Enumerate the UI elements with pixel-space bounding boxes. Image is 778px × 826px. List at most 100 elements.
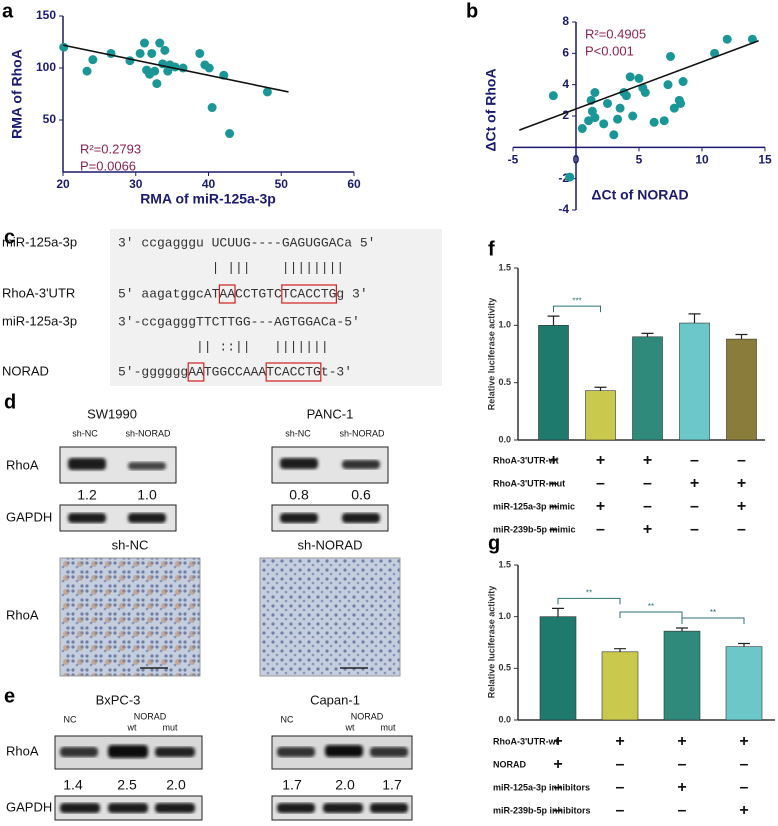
significance-label: **: [586, 589, 592, 598]
site-box: [281, 284, 337, 304]
point: [204, 63, 214, 73]
ratio: 1.0: [137, 487, 157, 503]
point: [59, 42, 69, 52]
significance-bracket: [557, 597, 621, 605]
point: [106, 48, 116, 58]
site-box: [265, 362, 322, 382]
seq-label: miR-125a-3p: [2, 313, 77, 328]
bar: [725, 646, 763, 721]
annotation: P=0.0066: [80, 158, 136, 173]
point: [139, 38, 149, 48]
error-bar: [641, 332, 654, 337]
condition-mark: +: [677, 779, 686, 796]
x-tick-label: 40: [202, 177, 216, 191]
lane-label: sh-NORAD: [339, 428, 385, 438]
panel-label: b: [466, 0, 478, 22]
condition-mark: +: [553, 733, 562, 750]
condition-mark: –: [690, 498, 699, 515]
point: [603, 98, 612, 108]
point: [628, 111, 638, 121]
condition-mark: +: [615, 733, 624, 750]
condition-mark: –: [737, 452, 746, 469]
blot: [54, 735, 413, 821]
condition-label: miR-125a-3p mimic: [493, 501, 575, 511]
y-axis-label: Relative luciferase activity: [486, 298, 496, 411]
sequence-box: [110, 229, 442, 386]
row-label: RhoA: [6, 457, 39, 472]
y-tick-label: 100: [36, 60, 56, 74]
significance-bracket: [681, 617, 745, 625]
y-tick-label: 0.5: [498, 663, 511, 673]
site-box: [218, 284, 236, 304]
panel-label: a: [2, 0, 14, 22]
error-bar: [547, 315, 560, 326]
bar: [539, 616, 577, 721]
condition-mark: +: [643, 521, 652, 538]
point: [669, 103, 679, 113]
bar: [679, 322, 710, 441]
error-bar: [688, 313, 701, 324]
condition-mark: +: [739, 733, 748, 750]
condition-label: RhoA-3'UTR-wt: [493, 455, 559, 465]
error-bar: [552, 607, 564, 617]
lane-label: mut: [380, 722, 396, 732]
y-axis-label: Relative luciferase activity: [486, 586, 496, 699]
y-tick-label: 2: [562, 108, 569, 122]
y-tick-label: 1.0: [498, 611, 511, 621]
ratio: 1.7: [282, 777, 302, 793]
x-tick-label: 10: [695, 153, 709, 167]
condition-mark: +: [553, 756, 562, 773]
y-tick-label: 150: [36, 8, 56, 22]
condition-mark: –: [616, 779, 625, 796]
column-label: sh-NORAD: [297, 537, 362, 552]
point: [262, 87, 272, 97]
ratio: 1.4: [63, 777, 83, 793]
point: [640, 88, 650, 97]
condition-mark: –: [554, 802, 563, 819]
condition-mark: –: [549, 475, 558, 492]
ratio: 1.7: [382, 777, 402, 793]
y-tick-label: -2: [558, 171, 569, 185]
point: [613, 114, 623, 124]
seq-label: NORAD: [2, 363, 49, 378]
condition-label: miR-239b-5p inhibitors: [493, 805, 591, 815]
significance-label: **: [648, 602, 654, 611]
y-tick-label: -4: [558, 202, 569, 216]
condition-label: RhoA-3'UTR-mut: [493, 478, 565, 488]
point: [88, 55, 98, 65]
point: [160, 45, 170, 55]
ratio: 0.8: [289, 487, 309, 503]
error-bar: [738, 642, 750, 647]
condition-mark: +: [677, 733, 686, 750]
error-bar: [614, 648, 626, 652]
ihc-image: [59, 557, 201, 677]
y-tick-label: 1.0: [498, 320, 511, 330]
condition-mark: –: [740, 779, 749, 796]
point: [135, 48, 145, 58]
lane-label: NC: [281, 714, 294, 724]
point: [599, 119, 609, 129]
point: [659, 116, 669, 126]
condition-mark: –: [549, 498, 558, 515]
cell-line: SW1990: [87, 406, 137, 421]
point: [666, 51, 675, 61]
significance-bracket: [553, 305, 601, 313]
site-box: [187, 362, 205, 382]
condition-mark: –: [690, 452, 699, 469]
condition-mark: +: [737, 498, 746, 515]
y-tick-label: 50: [43, 112, 57, 126]
x-tick-label: 30: [129, 177, 143, 191]
panel-label: e: [4, 685, 15, 707]
ratio: 2.0: [166, 777, 186, 793]
seq-label: RhoA-3'UTR: [2, 285, 75, 300]
y-axis-label: ΔCt of RhoA: [483, 68, 499, 151]
x-axis-label: RMA of miR-125a-3p: [140, 191, 276, 207]
error-bar: [594, 386, 607, 391]
condition-mark: –: [678, 802, 687, 819]
y-tick-label: 1.5: [498, 262, 511, 272]
significance-label: **: [710, 608, 716, 617]
lane-label: wt: [345, 722, 355, 732]
x-tick-label: -5: [508, 153, 519, 167]
point: [722, 34, 732, 44]
bar: [538, 325, 569, 441]
